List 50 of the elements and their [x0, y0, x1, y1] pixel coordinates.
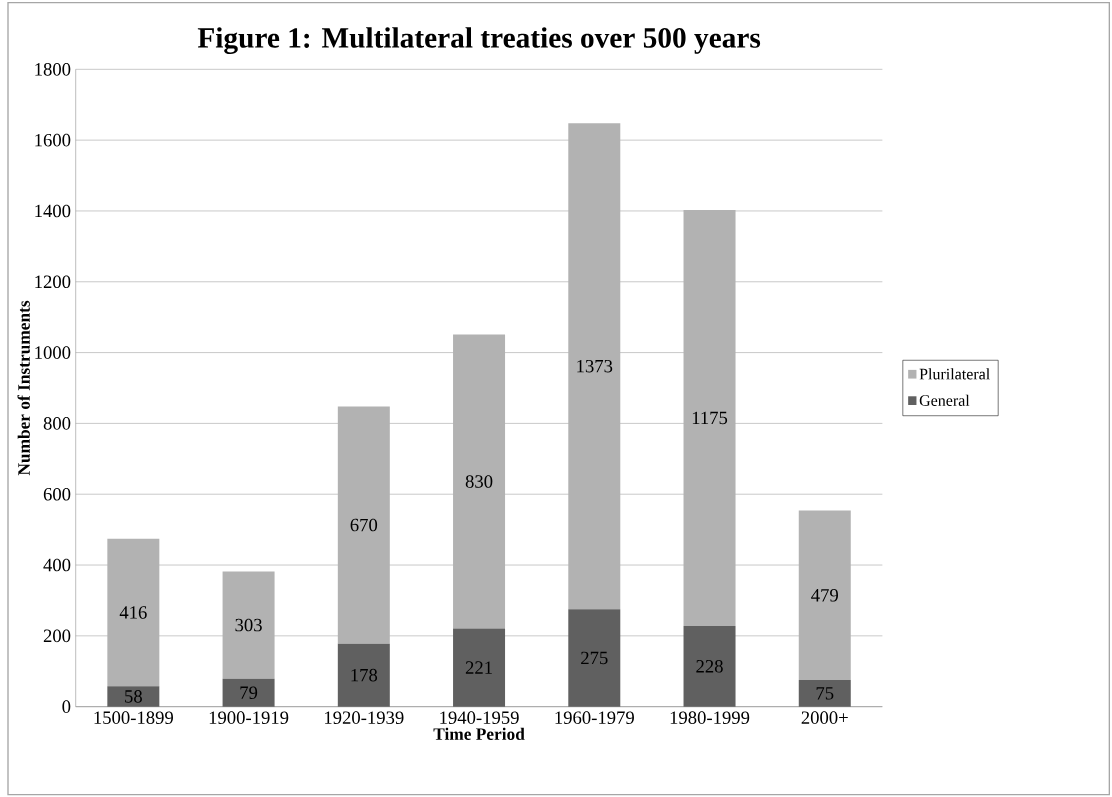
- bar: [798, 510, 851, 680]
- y-tick-label: 1800: [35, 62, 71, 76]
- data-label: 275: [581, 651, 608, 665]
- data-label: 228: [696, 659, 723, 673]
- bar: [107, 538, 160, 686]
- bar: [453, 334, 506, 629]
- bar: [568, 609, 621, 707]
- chart-title: Figure 1: Multilateral treaties over 500 years: [197, 27, 761, 54]
- x-tick-label: 2000+: [801, 711, 848, 724]
- y-tick-label: 200: [43, 629, 71, 642]
- bar: [222, 678, 275, 707]
- data-label: 79: [240, 686, 258, 699]
- data-label: 221: [465, 661, 492, 674]
- bar: [568, 122, 621, 610]
- data-label: 1373: [577, 359, 613, 373]
- bar: [453, 628, 506, 707]
- data-label: 416: [119, 606, 147, 619]
- y-tick-label: 0: [62, 700, 71, 713]
- y-tick-label: 400: [43, 558, 71, 572]
- x-tick-label: 1940-1959: [440, 711, 519, 724]
- y-tick-label: 1600: [35, 133, 71, 147]
- bar: [683, 625, 736, 707]
- x-tick-label: 1500-1899: [94, 711, 174, 724]
- data-label: 303: [235, 618, 262, 632]
- data-label: 670: [350, 518, 378, 532]
- y-tick-label: 1200: [35, 275, 71, 288]
- y-tick-label: 800: [43, 416, 71, 430]
- y-tick-label: 1000: [35, 346, 71, 359]
- data-label: 75: [816, 687, 834, 700]
- data-label: 1175: [692, 411, 728, 425]
- bar: [107, 685, 160, 707]
- x-axis-title: Time Period: [433, 727, 525, 740]
- x-tick-label: 1920-1939: [325, 711, 404, 724]
- legend-label: General: [919, 394, 970, 406]
- bar: [337, 643, 390, 707]
- legend-label: Plurilateral: [919, 368, 990, 380]
- bar: [222, 571, 275, 679]
- x-tick-label: 1960-1979: [555, 711, 634, 724]
- data-label: 830: [465, 475, 493, 488]
- x-tick-label: 1980-1999: [670, 711, 750, 724]
- data-label: 178: [351, 668, 378, 682]
- bar: [683, 209, 736, 626]
- y-axis-title: Number of Instruments: [17, 300, 30, 476]
- y-tick-label: 600: [43, 487, 71, 501]
- data-label: 58: [125, 689, 142, 703]
- x-tick-label: 1900-1919: [209, 711, 289, 724]
- bar: [337, 406, 390, 644]
- data-label: 479: [811, 588, 838, 602]
- bar: [798, 679, 851, 707]
- y-tick-label: 1400: [35, 204, 71, 218]
